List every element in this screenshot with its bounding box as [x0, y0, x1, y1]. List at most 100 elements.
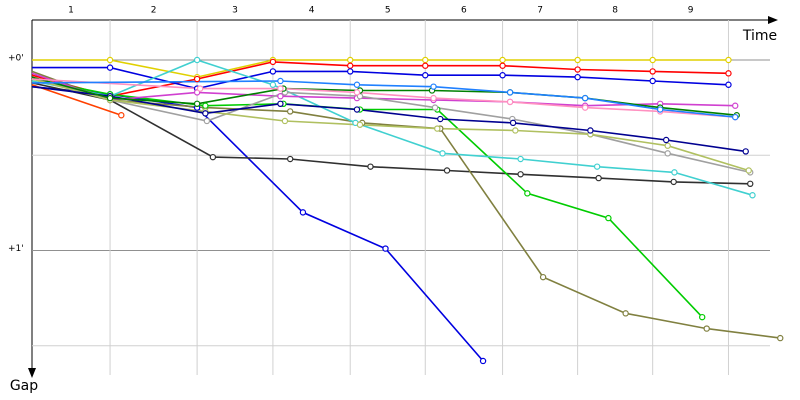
y-axis-arrow — [28, 368, 36, 378]
data-point — [499, 56, 506, 64]
series-line — [31, 70, 781, 339]
data-point — [106, 64, 114, 71]
data-point — [777, 334, 784, 342]
data-point — [747, 180, 754, 188]
data-point — [506, 89, 514, 96]
data-point — [299, 209, 307, 216]
series-line — [32, 59, 729, 78]
data-point — [664, 150, 671, 157]
data-point — [353, 89, 361, 96]
data-point — [430, 83, 437, 90]
series-line — [31, 78, 749, 172]
data-point — [193, 75, 201, 83]
data-point — [106, 94, 114, 102]
data-point — [367, 163, 374, 170]
data-point — [422, 62, 429, 69]
series-line — [31, 82, 751, 185]
data-point — [347, 56, 354, 64]
data-point — [439, 150, 446, 157]
x-tick-label: 5 — [385, 6, 391, 16]
data-point — [649, 56, 656, 64]
data-point — [269, 58, 277, 66]
data-point — [209, 153, 217, 161]
series-line — [31, 61, 729, 98]
data-point — [574, 73, 581, 81]
data-point — [193, 100, 201, 108]
data-point — [595, 174, 602, 182]
data-point — [509, 119, 517, 127]
x-tick-label: 7 — [537, 6, 543, 16]
series-line — [31, 80, 736, 118]
data-point — [443, 167, 451, 174]
data-point — [277, 92, 284, 100]
data-point — [745, 167, 752, 174]
data-point — [662, 136, 670, 144]
data-point — [732, 102, 739, 109]
data-point — [517, 171, 524, 178]
x-axis-title: Time — [742, 28, 777, 44]
data-point — [353, 81, 361, 88]
data-point — [664, 142, 671, 149]
data-point — [437, 115, 444, 123]
data-point — [434, 125, 441, 132]
data-point — [118, 112, 125, 119]
data-point — [581, 94, 589, 102]
data-point — [499, 62, 506, 69]
data-point — [524, 190, 531, 197]
data-point — [347, 62, 354, 69]
series-line — [31, 85, 746, 153]
series-line — [31, 78, 703, 318]
data-point — [499, 72, 506, 79]
series-line — [31, 59, 753, 196]
series-line — [31, 72, 736, 107]
data-point — [286, 155, 294, 163]
series-line — [31, 84, 122, 116]
x-tick-label: 1 — [68, 6, 74, 16]
series-line — [31, 76, 751, 174]
data-point — [732, 113, 739, 121]
data-point — [656, 106, 664, 113]
data-point — [277, 85, 284, 92]
data-point — [670, 178, 677, 186]
data-point — [593, 163, 601, 170]
data-point — [725, 81, 732, 88]
data-point — [422, 72, 429, 79]
data-point — [286, 108, 294, 115]
data-point — [430, 94, 437, 102]
x-tick-label: 4 — [309, 6, 315, 16]
x-tick-label: 3 — [232, 6, 238, 16]
x-tick-label: 2 — [151, 6, 157, 16]
data-point — [269, 81, 277, 88]
data-point — [539, 273, 547, 281]
data-point — [106, 56, 114, 64]
data-point — [479, 357, 487, 365]
data-point — [649, 77, 656, 85]
data-point — [382, 245, 389, 252]
data-point — [671, 169, 678, 176]
y-tick-label: +1' — [8, 244, 24, 254]
data-point — [353, 106, 361, 113]
data-point — [725, 70, 732, 77]
data-point — [649, 68, 656, 75]
y-axis-title: Gap — [10, 378, 38, 394]
x-tick-label: 6 — [461, 6, 467, 16]
data-point — [742, 148, 749, 155]
data-point — [193, 56, 201, 64]
x-axis-arrow — [768, 16, 778, 24]
data-point — [725, 56, 732, 64]
data-point — [512, 127, 519, 134]
data-point — [356, 121, 364, 128]
x-tick-label: 8 — [612, 6, 618, 16]
data-point — [269, 68, 277, 75]
data-point — [703, 325, 710, 332]
data-point — [277, 77, 284, 85]
data-point — [422, 56, 429, 64]
y-tick-label: +0' — [8, 54, 24, 64]
data-point — [581, 104, 589, 111]
data-point — [281, 117, 289, 125]
data-point — [574, 56, 581, 64]
data-point — [517, 155, 524, 163]
data-point — [699, 313, 706, 321]
